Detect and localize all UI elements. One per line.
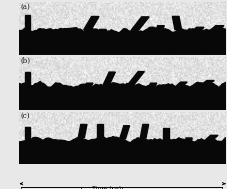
Polygon shape	[174, 82, 186, 87]
Polygon shape	[185, 138, 191, 141]
Polygon shape	[205, 135, 217, 140]
Polygon shape	[200, 81, 213, 84]
Polygon shape	[19, 27, 225, 55]
Polygon shape	[103, 72, 115, 85]
Polygon shape	[140, 124, 148, 138]
Polygon shape	[96, 124, 102, 138]
Polygon shape	[99, 29, 107, 33]
Polygon shape	[162, 128, 168, 141]
Polygon shape	[25, 71, 30, 85]
Polygon shape	[25, 15, 30, 31]
Polygon shape	[84, 83, 93, 86]
Text: (c): (c)	[20, 112, 30, 120]
Text: Time (ps): Time (ps)	[91, 186, 121, 189]
Polygon shape	[148, 83, 156, 87]
Polygon shape	[172, 16, 181, 30]
Polygon shape	[127, 72, 144, 85]
Polygon shape	[208, 26, 223, 31]
Text: (a): (a)	[20, 2, 30, 10]
Polygon shape	[25, 127, 30, 139]
Text: (b): (b)	[20, 57, 30, 65]
Polygon shape	[192, 27, 203, 31]
Polygon shape	[83, 16, 99, 30]
Polygon shape	[119, 126, 129, 139]
Polygon shape	[156, 26, 164, 29]
Polygon shape	[78, 125, 86, 138]
Polygon shape	[131, 17, 148, 30]
Polygon shape	[19, 136, 225, 164]
Polygon shape	[19, 81, 225, 110]
